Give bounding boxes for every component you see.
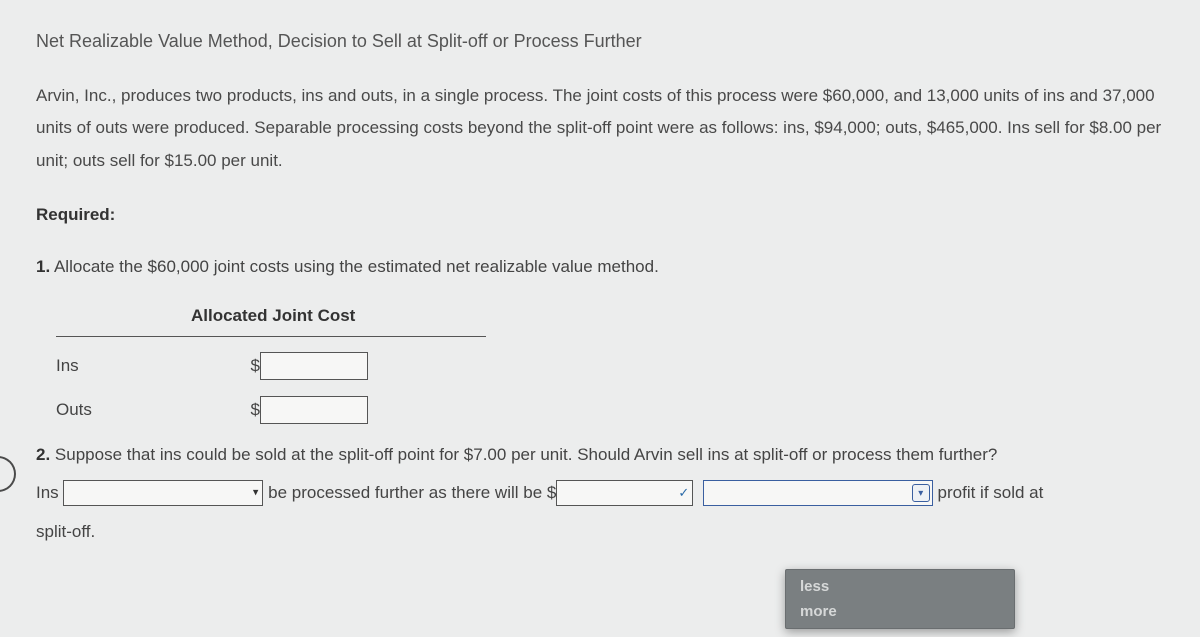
amount-input[interactable] xyxy=(556,480,676,506)
answer-sentence: Ins ▾ be processed further as there will… xyxy=(36,477,1172,509)
question-page: Net Realizable Value Method, Decision to… xyxy=(0,0,1200,572)
table-row: Outs $ xyxy=(56,395,1172,425)
q2-number: 2. xyxy=(36,445,50,464)
question-2: 2. Suppose that ins could be sold at the… xyxy=(36,439,1172,471)
required-label: Required: xyxy=(36,199,1172,231)
q2-text: Suppose that ins could be sold at the sp… xyxy=(50,445,997,464)
question-1: 1. Allocate the $60,000 joint costs usin… xyxy=(36,251,1172,283)
sentence-part-1: Ins xyxy=(36,477,63,509)
more-less-select[interactable]: ▾ xyxy=(703,480,933,506)
q1-number: 1. xyxy=(36,257,50,276)
table-row: Ins $ xyxy=(56,351,1172,381)
outs-label: Outs xyxy=(56,394,246,426)
scenario-text: Arvin, Inc., produces two products, ins … xyxy=(36,80,1172,177)
dropdown-menu: less more xyxy=(785,569,1015,629)
q1-text: Allocate the $60,000 joint costs using t… xyxy=(50,257,659,276)
check-icon: ✓ xyxy=(675,480,693,506)
alloc-header: Allocated Joint Cost xyxy=(191,300,1172,332)
decision-select[interactable]: ▾ xyxy=(63,480,263,506)
dropdown-option-less[interactable]: less xyxy=(786,574,1014,599)
sentence-part-2: be processed further as there will be $ xyxy=(263,477,556,509)
chevron-down-icon: ▾ xyxy=(253,483,259,504)
outs-cost-input[interactable] xyxy=(260,396,368,424)
sentence-part-4: split-off. xyxy=(36,516,1172,548)
spacer xyxy=(693,477,702,509)
dropdown-option-more[interactable]: more xyxy=(786,599,1014,624)
chevron-down-icon: ▾ xyxy=(912,484,930,502)
ins-cost-input[interactable] xyxy=(260,352,368,380)
ins-label: Ins xyxy=(56,350,246,382)
page-title: Net Realizable Value Method, Decision to… xyxy=(36,24,1172,58)
sentence-part-3: profit if sold at xyxy=(933,477,1044,509)
table-rule xyxy=(56,336,486,337)
dollar-sign: $ xyxy=(246,394,260,426)
dollar-sign: $ xyxy=(246,350,260,382)
